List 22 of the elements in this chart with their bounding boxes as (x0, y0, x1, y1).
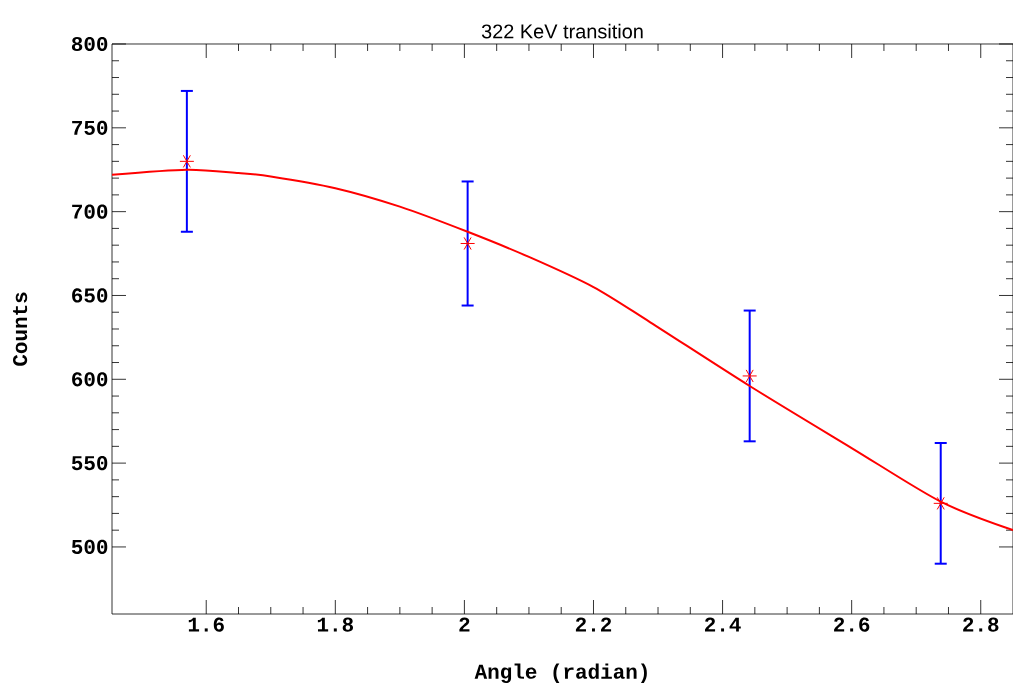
x-tick-label: 2.2 (575, 617, 612, 632)
y-tick-label: 800 (71, 36, 108, 52)
y-tick-label: 600 (72, 372, 108, 387)
y-tick-label: 750 (72, 120, 108, 135)
x-tick-label: 2.6 (834, 617, 870, 632)
x-axis-title: Angle (radian) (474, 663, 647, 684)
line-series (112, 168, 1013, 532)
x-tick-label: 2 (459, 617, 470, 632)
chart-title: 322 KeV transition (481, 23, 643, 39)
x-tick-label: 2.4 (704, 617, 741, 632)
y-tick-label: 550 (71, 456, 108, 471)
point (742, 369, 758, 383)
x-tick-label: 2.8 (963, 617, 999, 632)
y-tick-label: 700 (72, 204, 108, 219)
x-tick-label: 1.6 (188, 617, 224, 632)
point (179, 154, 195, 168)
y-tick-label: 500 (71, 539, 108, 555)
y-axis-title: Counts (12, 292, 28, 366)
point (933, 496, 949, 510)
point (460, 236, 476, 251)
x-tick-label: 1.8 (317, 617, 354, 632)
y-tick-label: 650 (72, 288, 108, 303)
